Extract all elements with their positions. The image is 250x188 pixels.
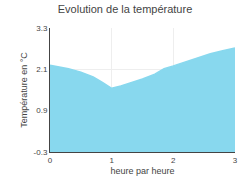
- svg-text:2: 2: [171, 156, 176, 165]
- svg-text:3.3: 3.3: [36, 24, 48, 33]
- svg-text:Evolution de la température: Evolution de la température: [58, 3, 193, 15]
- svg-text:Température en °C: Température en °C: [19, 52, 29, 128]
- svg-text:heure par heure: heure par heure: [110, 166, 174, 176]
- svg-text:2.1: 2.1: [36, 65, 48, 74]
- svg-text:-0.3: -0.3: [34, 148, 48, 157]
- svg-text:3: 3: [233, 156, 238, 165]
- svg-text:0: 0: [48, 156, 53, 165]
- svg-text:1: 1: [109, 156, 114, 165]
- svg-text:0.9: 0.9: [36, 106, 48, 115]
